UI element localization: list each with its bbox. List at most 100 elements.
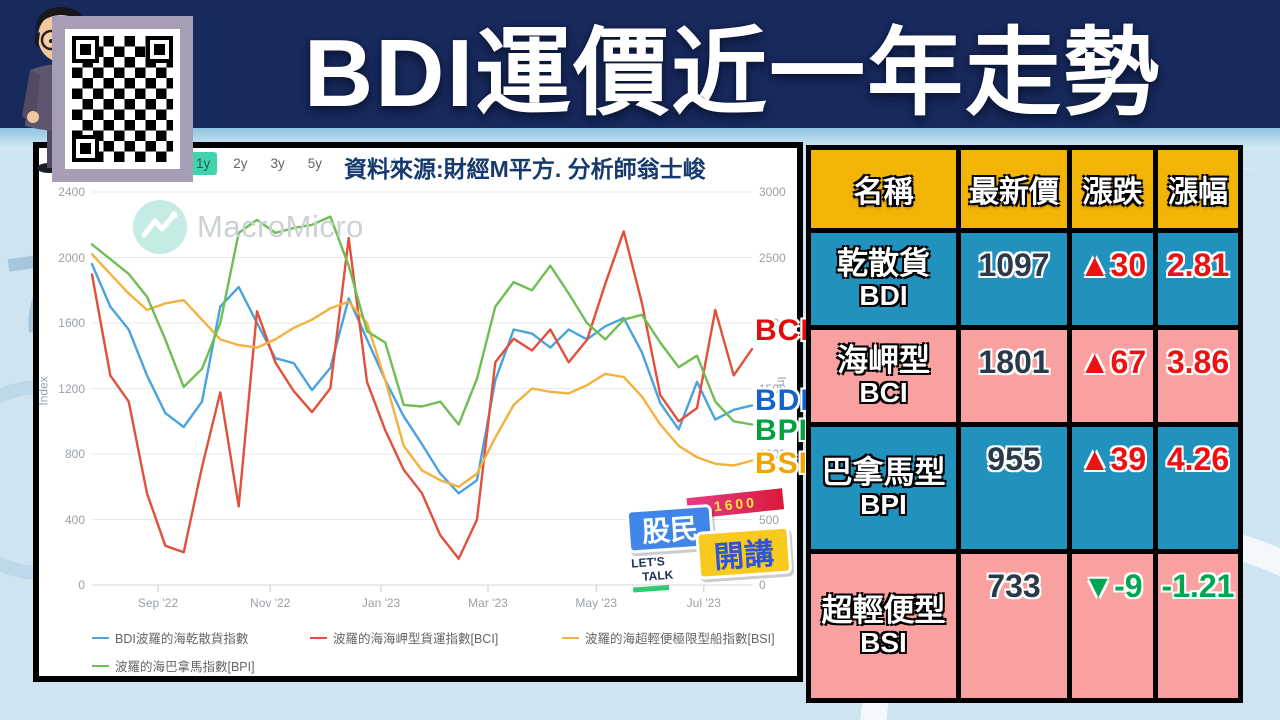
change-value: ▲39: [1078, 441, 1147, 477]
table-header-2: 漲跌: [1072, 150, 1153, 228]
table-row-name: 超輕便型 BSI: [811, 554, 956, 698]
table-cell-percent: 4.26: [1158, 427, 1238, 549]
price-value: 1097: [978, 247, 1050, 283]
y-tick-right-1000: 1000: [759, 447, 786, 461]
qr-finder-icon: [72, 135, 99, 162]
y-tick-left-400: 400: [64, 512, 85, 527]
legend-item-BSI[interactable]: 波羅的海超輕便極限型船指數[BSI]: [562, 628, 832, 647]
legend-label: BDI波羅的海乾散貨指數: [115, 632, 249, 646]
qr-pattern: [72, 36, 173, 162]
legend-label: 波羅的海海岬型貨運指數[BCI]: [333, 632, 499, 646]
y-tick-right-2500: 2500: [759, 250, 786, 265]
table-cell-price: 1801: [961, 330, 1067, 422]
x-tick-1: Sep '22: [137, 596, 179, 610]
y-tick-left-2400: 2400: [58, 185, 85, 199]
legend-dash-icon: [92, 664, 109, 667]
annotation-BPI: BPI: [755, 414, 809, 447]
row-name-code: BDI: [859, 280, 908, 312]
table-cell-price: 1097: [961, 233, 1067, 325]
qr-finder-icon: [72, 36, 99, 63]
legend-item-BPI[interactable]: 波羅的海巴拿馬指數[BPI]: [92, 656, 310, 675]
x-tick-2: Nov '22: [250, 596, 291, 610]
legend-dash-icon: [310, 636, 327, 639]
show-logo: 1600 股民 開講 LET'S TALK: [625, 488, 796, 595]
price-table: 名稱 最新價 漲跌 漲幅乾散貨 BDI 1097 ▲30 2.81 海岬型 BCI 1801 ▲67 3…: [806, 145, 1243, 703]
row-name-chinese: 超輕便型: [821, 592, 946, 628]
table-row-name: 海岬型 BCI: [811, 330, 956, 422]
x-tick-4: Mar '23: [468, 596, 508, 610]
macromicro-watermark: MacroMicro: [131, 198, 364, 256]
table-cell-change: ▼-9: [1072, 554, 1153, 698]
y-tick-left-1600: 1600: [58, 316, 85, 330]
table-header-0: 名稱: [811, 150, 956, 228]
price-value: 733: [987, 568, 1041, 604]
legend-item-BDI[interactable]: BDI波羅的海乾散貨指數: [92, 628, 310, 647]
price-value: 955: [987, 441, 1041, 477]
y-tick-left-0: 0: [78, 578, 85, 592]
time-range-selector: 1y 2y 3y 5y 10y All: [189, 152, 412, 175]
table-cell-price: 733: [961, 554, 1067, 698]
qr-finder-icon: [146, 36, 173, 63]
table-cell-change: ▲39: [1072, 427, 1153, 549]
change-value: ▲67: [1078, 344, 1147, 380]
x-tick-6: Jul '23: [686, 596, 721, 610]
range-button-10y[interactable]: 10y: [345, 156, 367, 171]
table-cell-percent: 2.81: [1158, 233, 1238, 325]
row-name-chinese: 巴拿馬型: [821, 454, 946, 490]
show-logo-word2: 開講: [695, 525, 793, 580]
range-button-All[interactable]: All: [389, 156, 405, 171]
row-name-chinese: 乾散貨: [837, 245, 930, 281]
table-header-3: 漲幅: [1158, 150, 1238, 228]
legend-label: 波羅的海超輕便極限型船指數[BSI]: [585, 632, 775, 646]
change-value: ▼-9: [1082, 568, 1143, 604]
percent-value: 4.26: [1166, 441, 1230, 477]
legend-dash-icon: [562, 636, 579, 639]
table-header-1: 最新價: [961, 150, 1067, 228]
series-line-BCI: [90, 230, 754, 560]
y-tick-left-800: 800: [64, 447, 85, 461]
top-banner: BDI運價近一年走勢: [0, 0, 1280, 128]
legend-item-BCI[interactable]: 波羅的海海岬型貨運指數[BCI]: [310, 628, 562, 647]
row-name-chinese: 海岬型: [837, 342, 930, 378]
table-cell-change: ▲67: [1072, 330, 1153, 422]
series-line-BPI: [90, 215, 754, 426]
chart-panel: 1y 2y 3y 5y 10y All 資料來源:財經M平方. 分析師翁士峻 MacroM…: [33, 142, 809, 682]
range-button-2y[interactable]: 2y: [233, 156, 248, 171]
macromicro-watermark-text: MacroMicro: [197, 209, 364, 244]
macromicro-logo-icon: [133, 200, 187, 254]
change-value: ▲30: [1078, 247, 1147, 283]
y-tick-right-500: 500: [759, 512, 780, 527]
y-tick-right-0: 0: [759, 578, 766, 592]
x-tick-3: Jan '23: [361, 596, 401, 610]
show-logo-lets-talk: LET'S TALK: [631, 554, 674, 593]
annotation-BCI: BCI: [755, 314, 810, 347]
row-name-code: BCI: [859, 377, 908, 409]
y-tick-right-3000: 3000: [759, 185, 786, 199]
qr-code: [52, 16, 193, 182]
table-cell-percent: 3.86: [1158, 330, 1238, 422]
percent-value: -1.21: [1161, 568, 1235, 604]
legend-dash-icon: [92, 636, 109, 639]
range-button-1y[interactable]: 1y: [189, 152, 218, 175]
y-tick-right-1500: 1500: [759, 381, 786, 396]
range-button-5y[interactable]: 5y: [307, 156, 323, 171]
row-name-code: BPI: [860, 489, 907, 521]
row-name-code: BSI: [860, 627, 907, 659]
range-button-3y[interactable]: 3y: [270, 156, 285, 171]
table-cell-price: 955: [961, 427, 1067, 549]
legend-label: 波羅的海巴拿馬指數[BPI]: [115, 660, 255, 674]
series-line-BSI: [90, 252, 754, 488]
x-tick-5: May '23: [575, 596, 618, 610]
annotation-BDI: BDI: [755, 384, 810, 417]
source-note: 資料來源:財經M平方. 分析師翁士峻: [344, 156, 706, 182]
y-tick-left-2000: 2000: [58, 250, 85, 265]
chart-legend: BDI波羅的海乾散貨指數 波羅的海海岬型貨運指數[BCI] 波羅的海超輕便極限型船指…: [92, 628, 832, 675]
table-row-name: 巴拿馬型 BPI: [811, 427, 956, 549]
line-chart: [90, 191, 754, 592]
table-row-name: 乾散貨 BDI: [811, 233, 956, 325]
percent-value: 2.81: [1166, 247, 1230, 283]
y-tick-right-2000: 2000: [759, 316, 786, 330]
page-title: BDI運價近一年走勢: [303, 19, 1162, 127]
y-tick-left-1200: 1200: [58, 381, 85, 396]
price-value: 1801: [978, 344, 1050, 380]
